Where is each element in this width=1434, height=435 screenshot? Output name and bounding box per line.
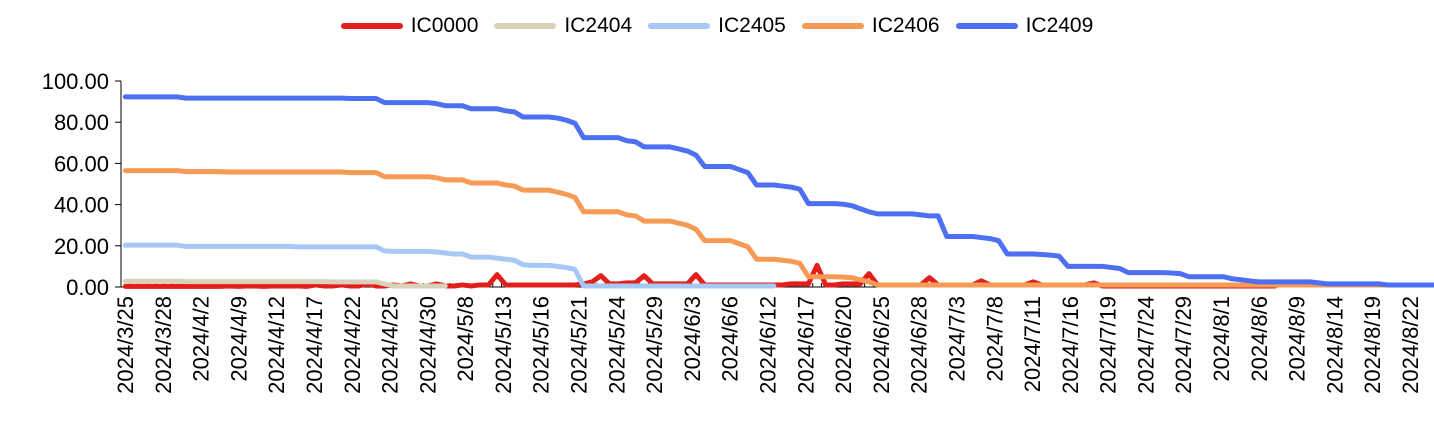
x-tick-label: 2024/4/2 bbox=[189, 296, 214, 382]
x-tick-label: 2024/6/17 bbox=[793, 296, 818, 394]
x-tick-label: 2024/7/24 bbox=[1133, 296, 1158, 394]
x-tick-label: 2024/6/12 bbox=[756, 296, 781, 394]
x-tick-label: 2024/3/28 bbox=[151, 296, 176, 394]
series-line-ic2405 bbox=[122, 242, 777, 289]
y-tick-label: 40.00 bbox=[54, 193, 109, 218]
x-tick-label: 2024/8/1 bbox=[1209, 296, 1234, 382]
legend-swatch-ic0000 bbox=[340, 23, 403, 29]
x-tick-label: 2024/8/6 bbox=[1247, 296, 1272, 382]
legend-label-ic2409: IC2409 bbox=[1025, 14, 1094, 37]
x-tick-label: 2024/3/25 bbox=[113, 296, 138, 394]
series-line-ic2409 bbox=[122, 94, 1434, 288]
x-tick-label: 2024/7/29 bbox=[1171, 296, 1196, 394]
x-tick-label: 2024/6/3 bbox=[680, 296, 705, 382]
x-tick-label: 2024/7/19 bbox=[1096, 296, 1121, 394]
x-tick-label: 2024/6/28 bbox=[907, 296, 932, 394]
x-tick-label: 2024/5/16 bbox=[529, 296, 554, 394]
x-tick-label: 2024/7/8 bbox=[982, 296, 1007, 382]
legend-item-ic0000: IC0000 bbox=[340, 14, 479, 38]
legend: IC0000 IC2404 IC2405 IC2406 IC2409 bbox=[0, 12, 1434, 40]
y-tick-label: 20.00 bbox=[54, 234, 109, 259]
x-tick-label: 2024/8/9 bbox=[1285, 296, 1310, 382]
legend-swatch-ic2404 bbox=[494, 23, 557, 29]
y-tick-label: 80.00 bbox=[54, 110, 109, 135]
x-tick-label: 2024/4/25 bbox=[378, 296, 403, 394]
x-tick-label: 2024/5/8 bbox=[453, 296, 478, 382]
x-tick-label: 2024/5/24 bbox=[604, 296, 629, 394]
x-tick-label: 2024/4/17 bbox=[302, 296, 327, 394]
x-tick-label: 2024/7/16 bbox=[1058, 296, 1083, 394]
x-tick-label: 2024/5/29 bbox=[642, 296, 667, 394]
x-tick-label: 2024/4/22 bbox=[340, 296, 365, 394]
x-tick-label: 2024/8/19 bbox=[1360, 296, 1385, 394]
series-line-ic2404 bbox=[122, 278, 448, 289]
legend-item-ic2409: IC2409 bbox=[955, 14, 1094, 38]
y-tick-label: 0.00 bbox=[66, 275, 109, 300]
x-tick-label: 2024/8/14 bbox=[1322, 296, 1347, 394]
x-tick-label: 2024/6/25 bbox=[869, 296, 894, 394]
legend-label-ic2404: IC2404 bbox=[564, 14, 633, 37]
legend-swatch-ic2406 bbox=[801, 23, 864, 29]
x-tick-label: 2024/7/11 bbox=[1020, 296, 1045, 392]
x-tick-label: 2024/6/20 bbox=[831, 296, 856, 394]
x-tick-label: 2024/4/12 bbox=[264, 296, 289, 394]
y-tick-label: 60.00 bbox=[54, 151, 109, 176]
legend-item-ic2404: IC2404 bbox=[494, 14, 632, 38]
x-tick-label: 2024/5/21 bbox=[567, 296, 592, 394]
legend-label-ic2406: IC2406 bbox=[871, 14, 940, 37]
legend-item-ic2406: IC2406 bbox=[801, 14, 940, 38]
x-tick-label: 2024/4/9 bbox=[226, 296, 251, 382]
x-tick-label: 2024/5/13 bbox=[491, 296, 516, 394]
x-tick-label: 2024/6/6 bbox=[718, 296, 743, 382]
x-tick-label: 2024/7/3 bbox=[944, 296, 969, 382]
legend-label-ic0000: IC0000 bbox=[410, 14, 479, 37]
legend-swatch-ic2409 bbox=[955, 23, 1018, 29]
x-tick-label: 2024/8/22 bbox=[1398, 296, 1423, 394]
x-tick-label: 2024/4/30 bbox=[415, 296, 440, 394]
legend-swatch-ic2405 bbox=[648, 23, 711, 29]
y-tick-label: 100.00 bbox=[42, 69, 109, 94]
legend-label-ic2405: IC2405 bbox=[718, 14, 786, 37]
legend-item-ic2405: IC2405 bbox=[648, 14, 786, 38]
